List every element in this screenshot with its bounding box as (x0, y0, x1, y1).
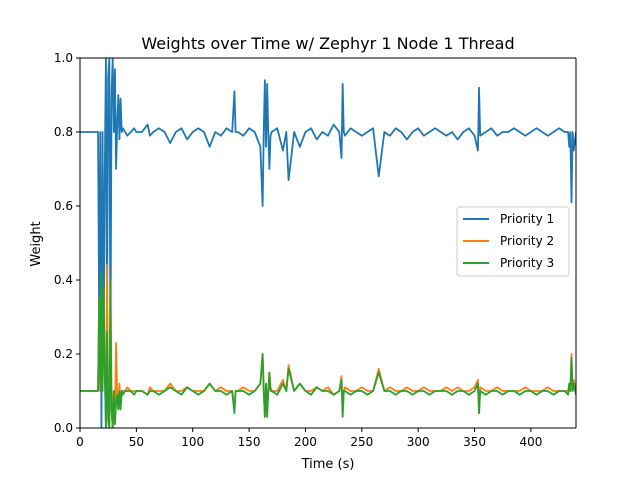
x-tick-label: 50 (129, 435, 144, 449)
y-tick-label: 0.2 (54, 347, 73, 361)
legend: Priority 1 Priority 2 Priority 3 (456, 206, 570, 277)
y-tick-label: 0.6 (54, 199, 73, 213)
x-tick-label: 150 (238, 435, 261, 449)
legend-label-2: Priority 2 (500, 234, 554, 248)
x-tick-label: 200 (294, 435, 317, 449)
series-line-3 (80, 271, 576, 428)
y-tick-label: 0.8 (54, 125, 73, 139)
x-tick-label: 400 (519, 435, 542, 449)
y-tick-label: 0.4 (54, 273, 73, 287)
legend-label-3: Priority 3 (500, 256, 554, 270)
legend-label-1: Priority 1 (500, 212, 554, 226)
x-tick-label: 300 (407, 435, 430, 449)
x-axis: 0 50 100 150 200 250 300 350 400 (76, 428, 542, 449)
x-tick-label: 0 (76, 435, 84, 449)
x-axis-label: Time (s) (301, 457, 355, 472)
x-tick-label: 250 (350, 435, 373, 449)
legend-box (456, 206, 570, 277)
series-line-2 (80, 264, 576, 428)
chart-title: Weights over Time w/ Zephyr 1 Node 1 Thr… (141, 34, 514, 53)
y-axis-label: Weight (29, 221, 44, 266)
series-line-1 (80, 58, 576, 428)
plot-area (79, 57, 577, 429)
x-tick-label: 100 (181, 435, 204, 449)
y-tick-label: 0.0 (54, 421, 73, 435)
x-tick-label: 350 (463, 435, 486, 449)
y-axis: 0.0 0.2 0.4 0.6 0.8 1.0 (54, 51, 80, 435)
y-tick-label: 1.0 (54, 51, 73, 65)
